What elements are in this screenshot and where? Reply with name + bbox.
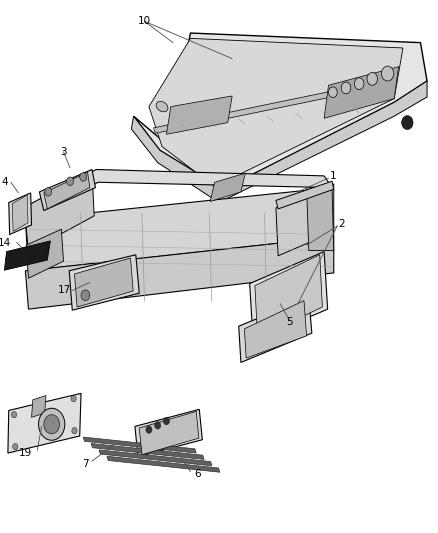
Polygon shape: [69, 255, 139, 310]
Polygon shape: [244, 301, 307, 358]
Polygon shape: [307, 188, 334, 251]
Polygon shape: [276, 184, 334, 256]
Text: 14: 14: [0, 238, 11, 247]
Polygon shape: [131, 81, 427, 203]
Polygon shape: [134, 33, 427, 189]
Circle shape: [44, 415, 60, 434]
Polygon shape: [135, 409, 202, 457]
Polygon shape: [32, 395, 46, 417]
Circle shape: [72, 427, 77, 434]
Polygon shape: [139, 411, 199, 455]
Circle shape: [71, 395, 76, 402]
Text: 6: 6: [194, 470, 201, 479]
Circle shape: [45, 188, 52, 196]
Text: 5: 5: [286, 318, 293, 327]
Text: 17: 17: [58, 286, 71, 295]
Polygon shape: [107, 456, 220, 472]
Polygon shape: [25, 237, 334, 309]
Polygon shape: [250, 252, 328, 341]
Circle shape: [341, 82, 351, 94]
Polygon shape: [166, 96, 232, 134]
Circle shape: [146, 426, 152, 433]
Polygon shape: [9, 193, 32, 235]
Polygon shape: [25, 188, 334, 271]
Text: 2: 2: [338, 219, 345, 229]
Circle shape: [381, 66, 394, 81]
Circle shape: [163, 417, 170, 425]
Circle shape: [80, 173, 87, 181]
Circle shape: [402, 116, 413, 130]
Text: 10: 10: [138, 17, 151, 26]
Polygon shape: [255, 255, 322, 338]
Circle shape: [67, 177, 74, 185]
Polygon shape: [210, 173, 245, 201]
Text: 1: 1: [329, 171, 336, 181]
Polygon shape: [25, 171, 94, 252]
Polygon shape: [4, 241, 50, 270]
Polygon shape: [26, 229, 64, 278]
Circle shape: [81, 290, 90, 301]
Polygon shape: [276, 181, 334, 209]
Ellipse shape: [156, 101, 168, 112]
Polygon shape: [8, 393, 81, 453]
Circle shape: [354, 78, 364, 90]
Polygon shape: [153, 81, 383, 133]
Polygon shape: [91, 443, 204, 459]
Circle shape: [367, 72, 378, 85]
Text: 3: 3: [60, 147, 67, 157]
Polygon shape: [12, 195, 28, 231]
Polygon shape: [149, 38, 403, 187]
Polygon shape: [74, 258, 133, 307]
Polygon shape: [99, 450, 212, 466]
Polygon shape: [44, 172, 90, 209]
Polygon shape: [25, 169, 332, 220]
Circle shape: [39, 408, 65, 440]
Polygon shape: [83, 437, 196, 453]
Circle shape: [11, 411, 17, 418]
Circle shape: [155, 422, 161, 429]
Polygon shape: [39, 169, 95, 211]
Text: 4: 4: [1, 177, 8, 187]
Text: 19: 19: [19, 448, 32, 458]
Polygon shape: [324, 67, 399, 118]
Text: 7: 7: [82, 459, 89, 469]
Polygon shape: [239, 297, 312, 362]
Circle shape: [328, 87, 337, 98]
Circle shape: [13, 443, 18, 450]
